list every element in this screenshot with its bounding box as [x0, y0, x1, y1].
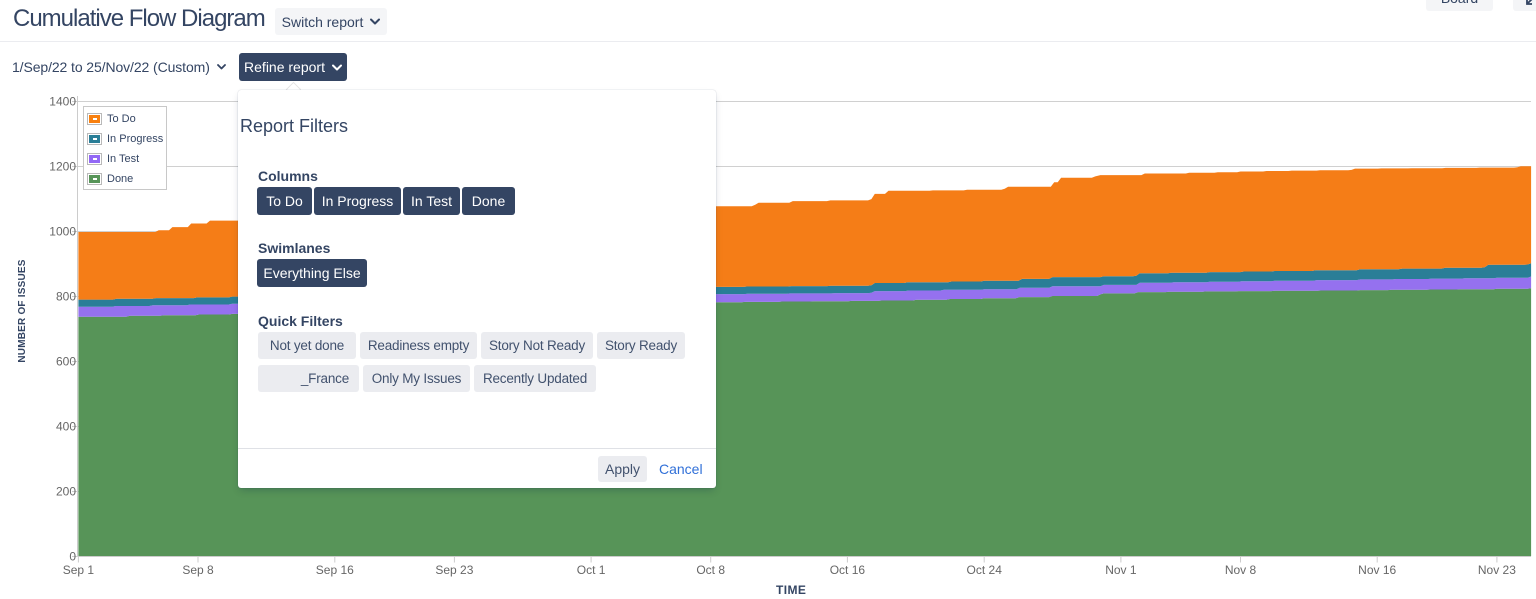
svg-text:Oct 24: Oct 24 — [967, 563, 1003, 577]
svg-text:Nov 1: Nov 1 — [1105, 563, 1137, 577]
svg-text:Oct 8: Oct 8 — [696, 563, 725, 577]
svg-text:Sep 16: Sep 16 — [316, 563, 354, 577]
svg-text:1200: 1200 — [49, 160, 76, 174]
svg-text:TIME: TIME — [776, 583, 806, 597]
svg-text:400: 400 — [56, 420, 76, 434]
svg-text:Sep 1: Sep 1 — [63, 563, 95, 577]
svg-text:1400: 1400 — [49, 95, 76, 109]
svg-text:NUMBER OF ISSUES: NUMBER OF ISSUES — [17, 259, 28, 362]
svg-text:Sep 23: Sep 23 — [435, 563, 473, 577]
svg-text:Nov 16: Nov 16 — [1358, 563, 1396, 577]
svg-text:800: 800 — [56, 290, 76, 304]
svg-text:Oct 16: Oct 16 — [830, 563, 866, 577]
svg-text:600: 600 — [56, 355, 76, 369]
svg-text:Nov 8: Nov 8 — [1225, 563, 1257, 577]
svg-text:1000: 1000 — [49, 225, 76, 239]
svg-text:0: 0 — [69, 550, 76, 564]
svg-text:Nov 23: Nov 23 — [1478, 563, 1516, 577]
svg-text:Sep 8: Sep 8 — [182, 563, 214, 577]
svg-text:Oct 1: Oct 1 — [577, 563, 606, 577]
svg-text:200: 200 — [56, 485, 76, 499]
